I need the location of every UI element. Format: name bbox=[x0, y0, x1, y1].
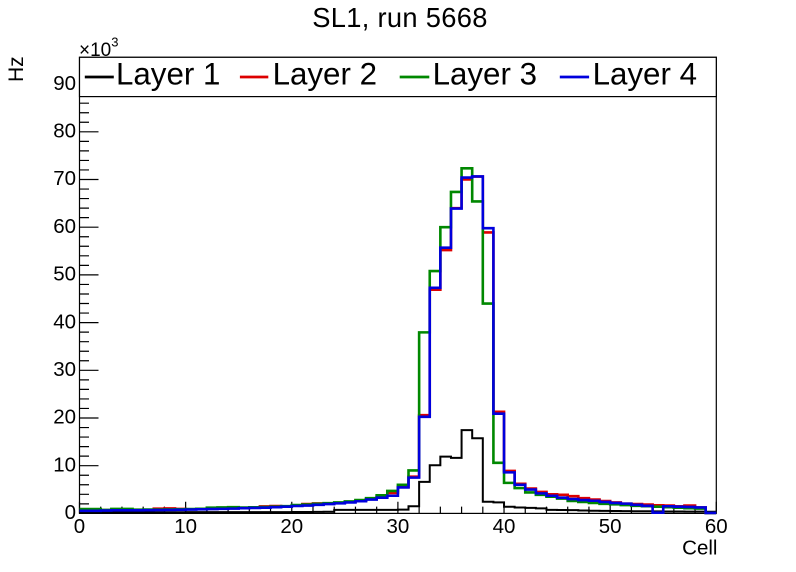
svg-text:80: 80 bbox=[53, 120, 76, 143]
svg-text:10: 10 bbox=[53, 453, 76, 476]
svg-text:50: 50 bbox=[53, 263, 76, 286]
svg-text:40: 40 bbox=[53, 310, 76, 333]
svg-text:30: 30 bbox=[386, 515, 409, 538]
svg-text:30: 30 bbox=[53, 358, 76, 381]
svg-text:20: 20 bbox=[53, 406, 76, 429]
svg-text:10: 10 bbox=[174, 515, 197, 538]
svg-text:70: 70 bbox=[53, 167, 76, 190]
svg-text:Layer 3: Layer 3 bbox=[433, 57, 537, 92]
svg-text:SL1, run 5668: SL1, run 5668 bbox=[312, 2, 487, 33]
svg-text:50: 50 bbox=[599, 515, 622, 538]
svg-text:Layer 4: Layer 4 bbox=[593, 57, 697, 92]
svg-text:Layer 2: Layer 2 bbox=[273, 57, 377, 92]
svg-text:Cell: Cell bbox=[682, 537, 717, 560]
svg-text:90: 90 bbox=[53, 72, 76, 95]
svg-text:40: 40 bbox=[493, 515, 516, 538]
svg-text:Hz: Hz bbox=[5, 56, 28, 82]
svg-text:60: 60 bbox=[53, 215, 76, 238]
svg-text:Layer 1: Layer 1 bbox=[116, 57, 220, 92]
svg-text:60: 60 bbox=[705, 515, 728, 538]
svg-text:0: 0 bbox=[65, 501, 76, 524]
svg-text:0: 0 bbox=[74, 515, 85, 538]
svg-text:20: 20 bbox=[280, 515, 303, 538]
